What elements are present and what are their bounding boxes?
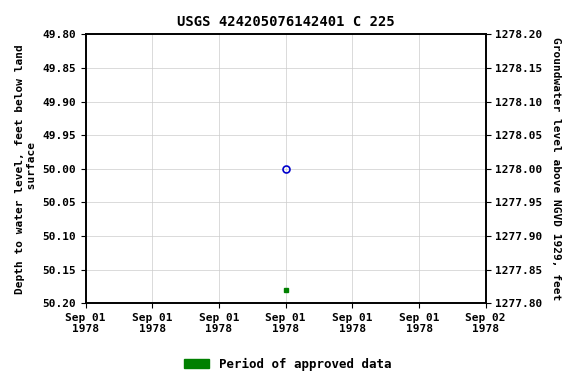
Y-axis label: Depth to water level, feet below land
 surface: Depth to water level, feet below land su… [15, 44, 37, 294]
Legend: Period of approved data: Period of approved data [179, 353, 397, 376]
Title: USGS 424205076142401 C 225: USGS 424205076142401 C 225 [177, 15, 395, 29]
Y-axis label: Groundwater level above NGVD 1929, feet: Groundwater level above NGVD 1929, feet [551, 37, 561, 300]
